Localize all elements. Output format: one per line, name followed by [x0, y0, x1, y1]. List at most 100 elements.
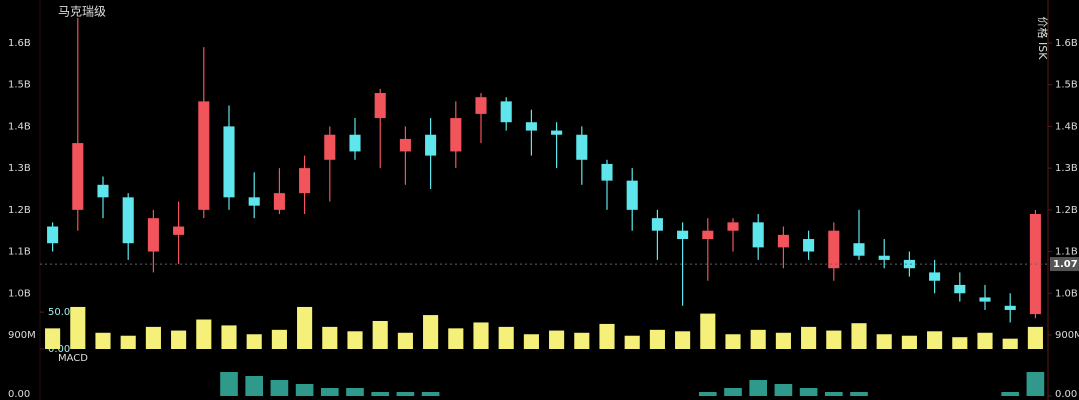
- candle-body: [803, 239, 815, 252]
- volume-bar: [927, 331, 943, 349]
- macd-tick-label-right: 0.00: [1055, 389, 1077, 400]
- volume-bar: [574, 332, 590, 349]
- volume-bar: [397, 332, 413, 349]
- candle-body: [929, 272, 941, 281]
- y-tick-label: 1.3B: [8, 163, 31, 174]
- macd-bar: [220, 372, 238, 396]
- candle-body: [727, 222, 739, 231]
- candle-body: [677, 230, 689, 240]
- y-tick-label-right: 1.0B: [1055, 288, 1078, 299]
- volume-bar: [826, 330, 842, 349]
- candle-body: [752, 222, 764, 248]
- y-tick-label-right: 1.6B: [1055, 38, 1078, 49]
- volume-bar: [523, 334, 539, 349]
- volume-bar: [372, 320, 388, 349]
- candle-body: [97, 184, 109, 198]
- macd-bar: [371, 392, 390, 396]
- y-tick-label-right: 900M: [1055, 330, 1079, 341]
- candle-body: [601, 163, 613, 181]
- volume-bar: [95, 332, 111, 349]
- volume-bar: [1027, 326, 1043, 349]
- macd-bar: [824, 392, 843, 396]
- candle-body: [349, 134, 361, 152]
- candle-body: [47, 226, 59, 244]
- y-tick-label: 1.5B: [8, 80, 31, 91]
- volume-bar: [498, 326, 514, 349]
- y-tick-label-right: 1.1B: [1055, 247, 1078, 258]
- candle-body: [954, 284, 966, 294]
- volume-bar: [599, 323, 615, 349]
- candle-body: [198, 101, 210, 210]
- volume-bar: [549, 330, 565, 349]
- candle-body: [626, 180, 638, 210]
- y-tick-label-right: 1.4B: [1055, 121, 1078, 132]
- y-tick-label-right: 1.5B: [1055, 80, 1078, 91]
- candle-body: [551, 130, 563, 135]
- y-tick-label: 1.1B: [8, 247, 31, 258]
- candle-body: [425, 134, 437, 156]
- candle-body: [903, 259, 915, 269]
- volume-bar: [775, 332, 791, 349]
- y-tick-label-right: 1.3B: [1055, 163, 1078, 174]
- volume-tick-label: 50.0: [48, 307, 70, 318]
- candle-body: [399, 138, 411, 152]
- macd-bar: [1026, 372, 1045, 396]
- volume-bar: [801, 326, 817, 349]
- macd-tick-label: 0.00: [8, 389, 30, 400]
- macd-bar: [724, 388, 742, 396]
- volume-bar: [347, 331, 363, 349]
- volume-bar: [271, 329, 287, 349]
- candle-body: [651, 218, 663, 231]
- volume-bar: [624, 335, 640, 349]
- volume-bar: [725, 334, 741, 349]
- chart-title: 马克瑞级: [58, 5, 106, 19]
- candle-body: [299, 168, 311, 194]
- volume-bar: [297, 306, 313, 349]
- volume-bar: [473, 322, 489, 349]
- y-axis-label: 价格 ISK: [1036, 17, 1050, 61]
- volume-bar: [750, 329, 766, 349]
- candle-body: [828, 230, 840, 269]
- candle-body: [525, 122, 537, 131]
- volume-bar: [221, 325, 237, 349]
- volume-bar: [1002, 338, 1018, 349]
- macd-bar: [749, 380, 768, 396]
- macd-bar: [245, 376, 264, 396]
- candle-body: [223, 126, 235, 198]
- candle-body: [374, 93, 386, 119]
- candle-body: [324, 134, 336, 160]
- volume-bar: [851, 323, 867, 349]
- candle-body: [173, 226, 185, 235]
- volume-bar: [675, 331, 691, 349]
- volume-bar: [45, 328, 61, 349]
- macd-bar: [698, 392, 717, 396]
- candle-body: [702, 230, 714, 240]
- candle-body: [777, 234, 789, 248]
- volume-tick-label: 0.00: [48, 344, 70, 355]
- macd-bar: [774, 384, 793, 396]
- macd-label: MACD: [58, 353, 88, 364]
- macd-bar: [295, 384, 314, 396]
- volume-bar: [876, 334, 892, 349]
- macd-bar: [850, 392, 868, 396]
- volume-bar: [952, 337, 968, 349]
- y-tick-label: 1.0B: [8, 288, 31, 299]
- macd-bar: [1001, 392, 1020, 396]
- candle-body: [122, 197, 134, 244]
- macd-bar: [346, 388, 364, 396]
- candle-body: [72, 143, 84, 210]
- candle-body: [248, 197, 260, 206]
- volume-bar: [322, 326, 338, 349]
- macd-bar: [320, 388, 339, 396]
- price-marker-box: [1050, 257, 1079, 272]
- volume-bar: [649, 329, 665, 349]
- volume-bar: [171, 330, 187, 349]
- candle-body: [147, 218, 159, 252]
- volume-bar: [246, 334, 262, 349]
- volume-bar: [423, 315, 439, 349]
- volume-bar: [145, 326, 161, 349]
- candle-body: [979, 297, 991, 302]
- volume-bar: [70, 306, 86, 349]
- volume-bar: [196, 319, 212, 349]
- volume-bar: [448, 328, 464, 349]
